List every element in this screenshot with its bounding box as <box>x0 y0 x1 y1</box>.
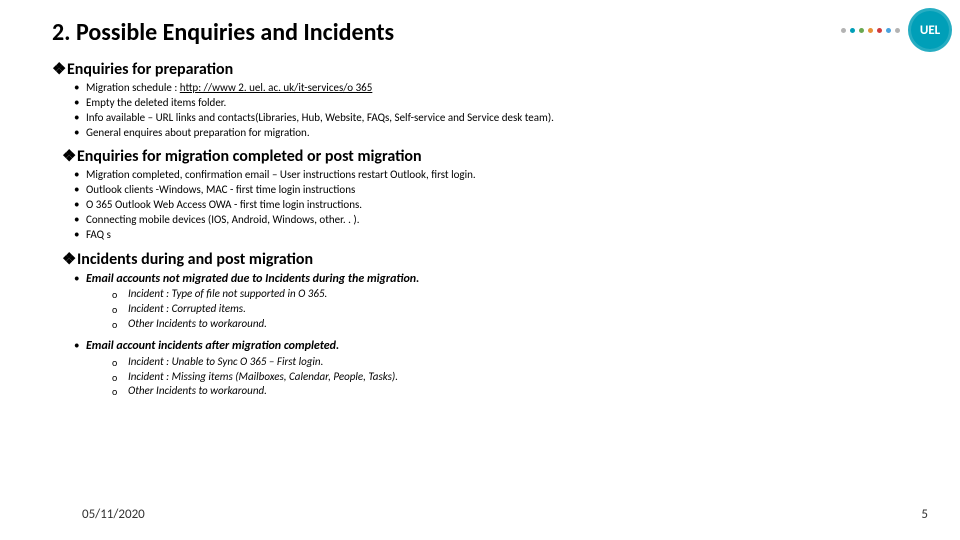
incident-sub1-row: • Email accounts not migrated due to Inc… <box>74 271 908 288</box>
slide: UEL 2. Possible Enquiries and Incidents … <box>0 0 960 540</box>
bullet-icon: • <box>74 272 86 285</box>
incident-sub1-list: Incident : Type of file not supported in… <box>112 287 908 332</box>
list-item: Migration schedule : http: //www 2. uel.… <box>74 81 908 96</box>
dot <box>877 28 882 33</box>
prep-list: Migration schedule : http: //www 2. uel.… <box>74 81 908 140</box>
list-item: FAQ s <box>74 228 908 243</box>
section-heading-prep: ❖Enquiries for preparation <box>52 59 908 79</box>
dot <box>868 28 873 33</box>
incident-sub2-row: • Email account incidents after migratio… <box>74 338 908 355</box>
list-item: Info available – URL links and contacts(… <box>74 111 908 126</box>
incident-sub2-list: Incident : Unable to Sync O 365 – First … <box>112 355 908 400</box>
footer-date: 05/11/2020 <box>82 507 145 522</box>
list-item: Connecting mobile devices (IOS, Android,… <box>74 213 908 228</box>
list-item: General enquires about preparation for m… <box>74 126 908 141</box>
diamond-icon: ❖ <box>62 249 73 269</box>
page-title: 2. Possible Enquiries and Incidents <box>52 18 908 47</box>
list-item: Empty the deleted items folder. <box>74 96 908 111</box>
list-item: Incident : Unable to Sync O 365 – First … <box>112 355 908 370</box>
brand-logo-text: UEL <box>920 23 940 38</box>
brand-logo: UEL <box>908 8 952 52</box>
dot <box>841 28 846 33</box>
item-prefix: Migration schedule : <box>86 81 180 94</box>
heading-text: Enquiries for migration completed or pos… <box>77 147 422 166</box>
heading-text: Incidents during and post migration <box>77 250 313 269</box>
migration-schedule-link[interactable]: http: //www 2. uel. ac. uk/it-services/o… <box>180 81 373 94</box>
dot <box>886 28 891 33</box>
post-list: Migration completed, confirmation email … <box>74 168 908 242</box>
list-item: Outlook clients -Windows, MAC - first ti… <box>74 183 908 198</box>
list-item: Incident : Missing items (Mailboxes, Cal… <box>112 370 908 385</box>
brand-logo-area: UEL <box>841 8 952 52</box>
list-item: Incident : Corrupted items. <box>112 302 908 317</box>
dot <box>850 28 855 33</box>
bullet-icon: • <box>74 339 86 352</box>
incident-sub2-label: Email account incidents after migration … <box>86 338 339 355</box>
dot <box>859 28 864 33</box>
diamond-icon: ❖ <box>52 59 63 79</box>
brand-dots <box>841 28 900 33</box>
list-item: Other Incidents to workaround. <box>112 317 908 332</box>
section-heading-incidents: ❖Incidents during and post migration <box>62 249 908 269</box>
list-item: O 365 Outlook Web Access OWA - first tim… <box>74 198 908 213</box>
footer-page-number: 5 <box>921 507 928 522</box>
heading-text: Enquiries for preparation <box>67 60 233 79</box>
incident-sub1-label: Email accounts not migrated due to Incid… <box>86 271 419 288</box>
dot <box>895 28 900 33</box>
list-item: Migration completed, confirmation email … <box>74 168 908 183</box>
list-item: Incident : Type of file not supported in… <box>112 287 908 302</box>
diamond-icon: ❖ <box>62 146 73 166</box>
section-heading-post: ❖Enquiries for migration completed or po… <box>62 146 908 166</box>
list-item: Other Incidents to workaround. <box>112 384 908 399</box>
